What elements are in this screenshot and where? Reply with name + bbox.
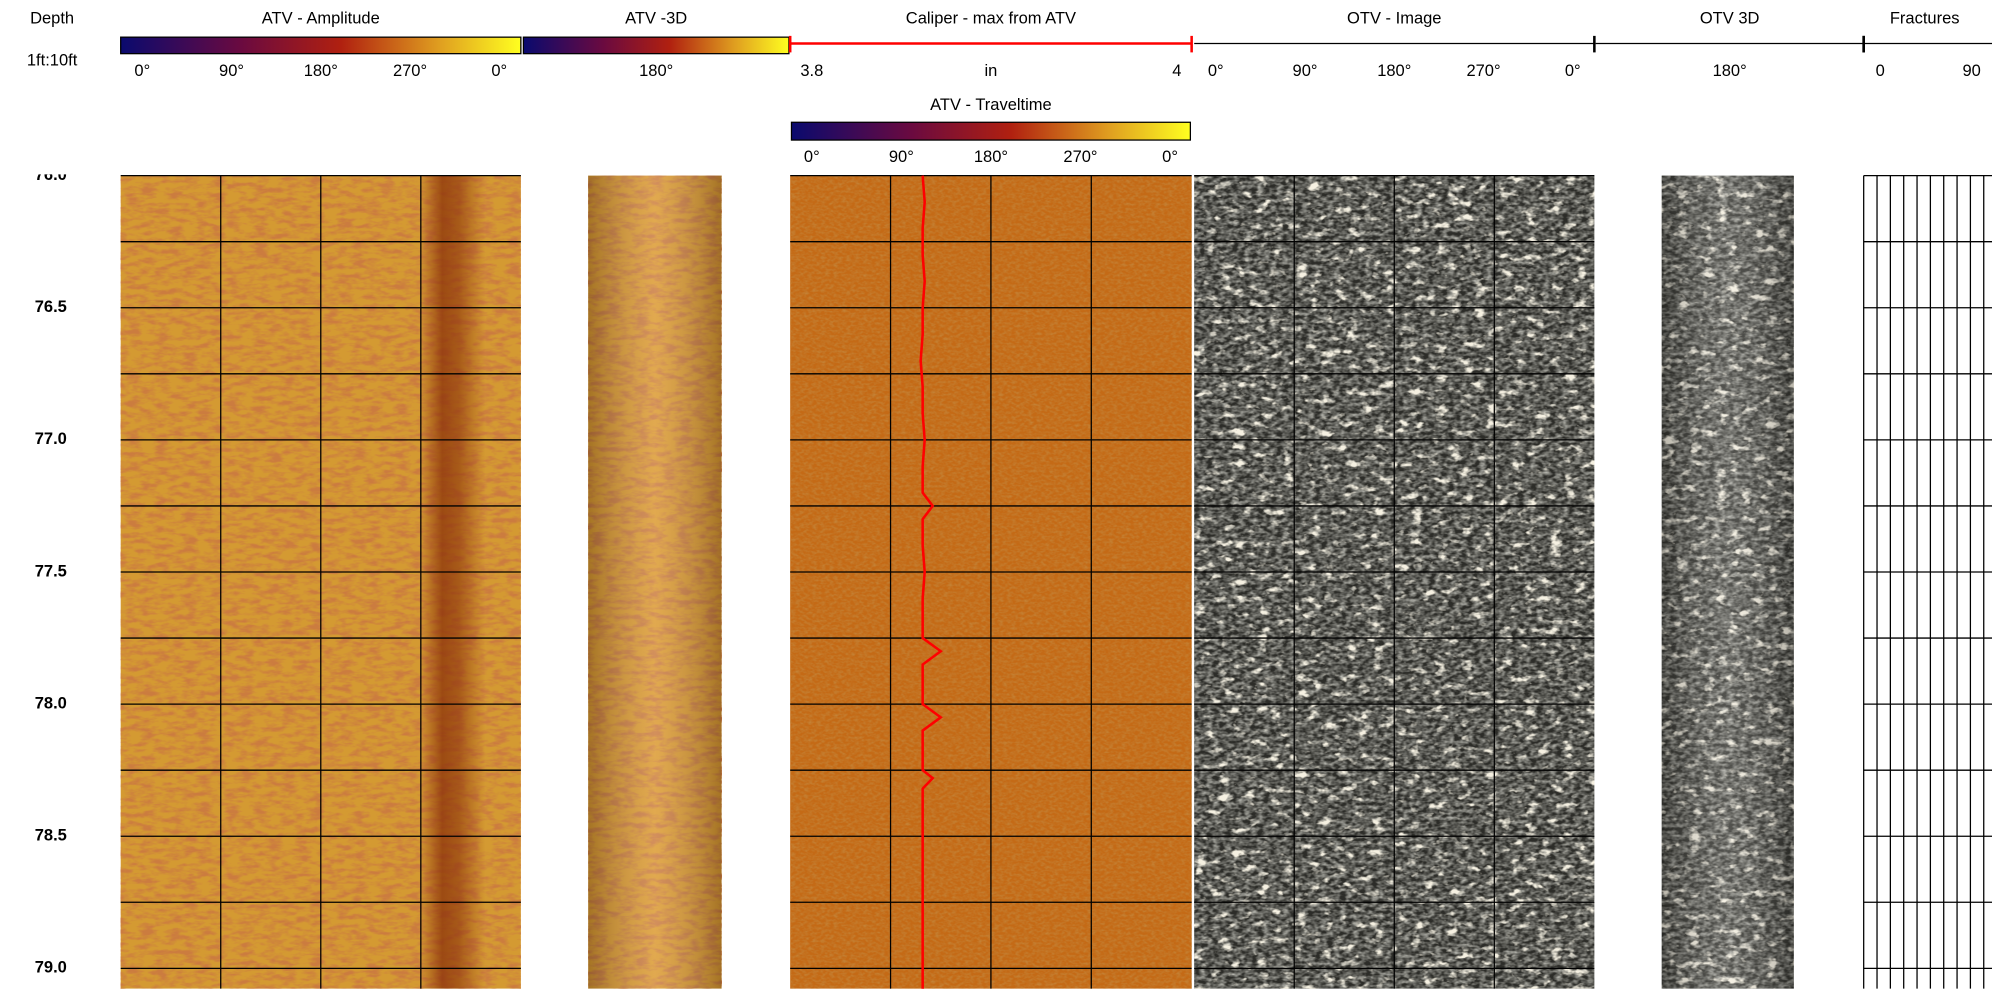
- colorbar: [523, 37, 789, 54]
- scale-label: 270°: [393, 62, 427, 80]
- cylinder-shade: [588, 176, 721, 989]
- scale-label: 0°: [1162, 148, 1178, 166]
- scale-label: 0°: [804, 148, 820, 166]
- amplitude-band: [419, 176, 485, 989]
- cylinder-shade: [1662, 176, 1794, 989]
- track-title: ATV -3D: [625, 10, 687, 28]
- depth-label: 78.5: [35, 827, 67, 845]
- depth-label: 76.5: [35, 298, 67, 316]
- unit-label: in: [984, 62, 997, 80]
- scale-label: 4: [1172, 62, 1181, 80]
- track-title: Caliper - max from ATV: [906, 10, 1076, 28]
- scale-label: 90: [1962, 62, 1980, 80]
- depth-title: Depth: [30, 10, 74, 28]
- scale-label: 180°: [1377, 62, 1411, 80]
- scale-label: 0°: [134, 62, 150, 80]
- depth-label: 77.5: [35, 562, 67, 580]
- scale-label: 0°: [491, 62, 507, 80]
- scale-label: 0°: [1208, 62, 1224, 80]
- depth-label: 77.0: [35, 430, 67, 448]
- well-log-chart: Depth 1ft:10ft 76.076.577.077.578.078.57…: [0, 0, 1992, 989]
- track-title: ATV - Amplitude: [262, 10, 380, 28]
- scale-label: 90°: [1293, 62, 1318, 80]
- scale-label: 0°: [1565, 62, 1581, 80]
- scale-label: 180°: [304, 62, 338, 80]
- track-title: OTV 3D: [1700, 10, 1760, 28]
- log-header: 0° 90° 180° 270° 0° ATV - Amplitude 180° ATV -3…: [108, 0, 1992, 174]
- page: Depth 1ft:10ft 76.076.577.077.578.078.57…: [0, 0, 1992, 989]
- scale-label: 90°: [219, 62, 244, 80]
- scale-label: 3.8: [800, 62, 823, 80]
- depth-scale: 1ft:10ft: [27, 52, 78, 70]
- scale-label: 180°: [1713, 62, 1747, 80]
- depth-label: 79.0: [35, 959, 67, 977]
- scale-label: 90°: [889, 148, 914, 166]
- scale-label: 180°: [639, 62, 673, 80]
- colorbar: [121, 37, 521, 54]
- depth-label: 76.0: [35, 166, 67, 184]
- colorbar: [791, 122, 1190, 140]
- scale-label: 0: [1876, 62, 1885, 80]
- log-body: 76.0 76.5 77.0 77.5 78.0 78.5 79.0: [35, 166, 1992, 989]
- scale-label: 180°: [974, 148, 1008, 166]
- background-title: ATV - Traveltime: [930, 96, 1052, 114]
- depth-label: 78.0: [35, 694, 67, 712]
- track-title: OTV - Image: [1347, 10, 1441, 28]
- scale-label: 270°: [1466, 62, 1500, 80]
- scale-label: 270°: [1063, 148, 1097, 166]
- track-title: Fractures: [1890, 10, 1960, 28]
